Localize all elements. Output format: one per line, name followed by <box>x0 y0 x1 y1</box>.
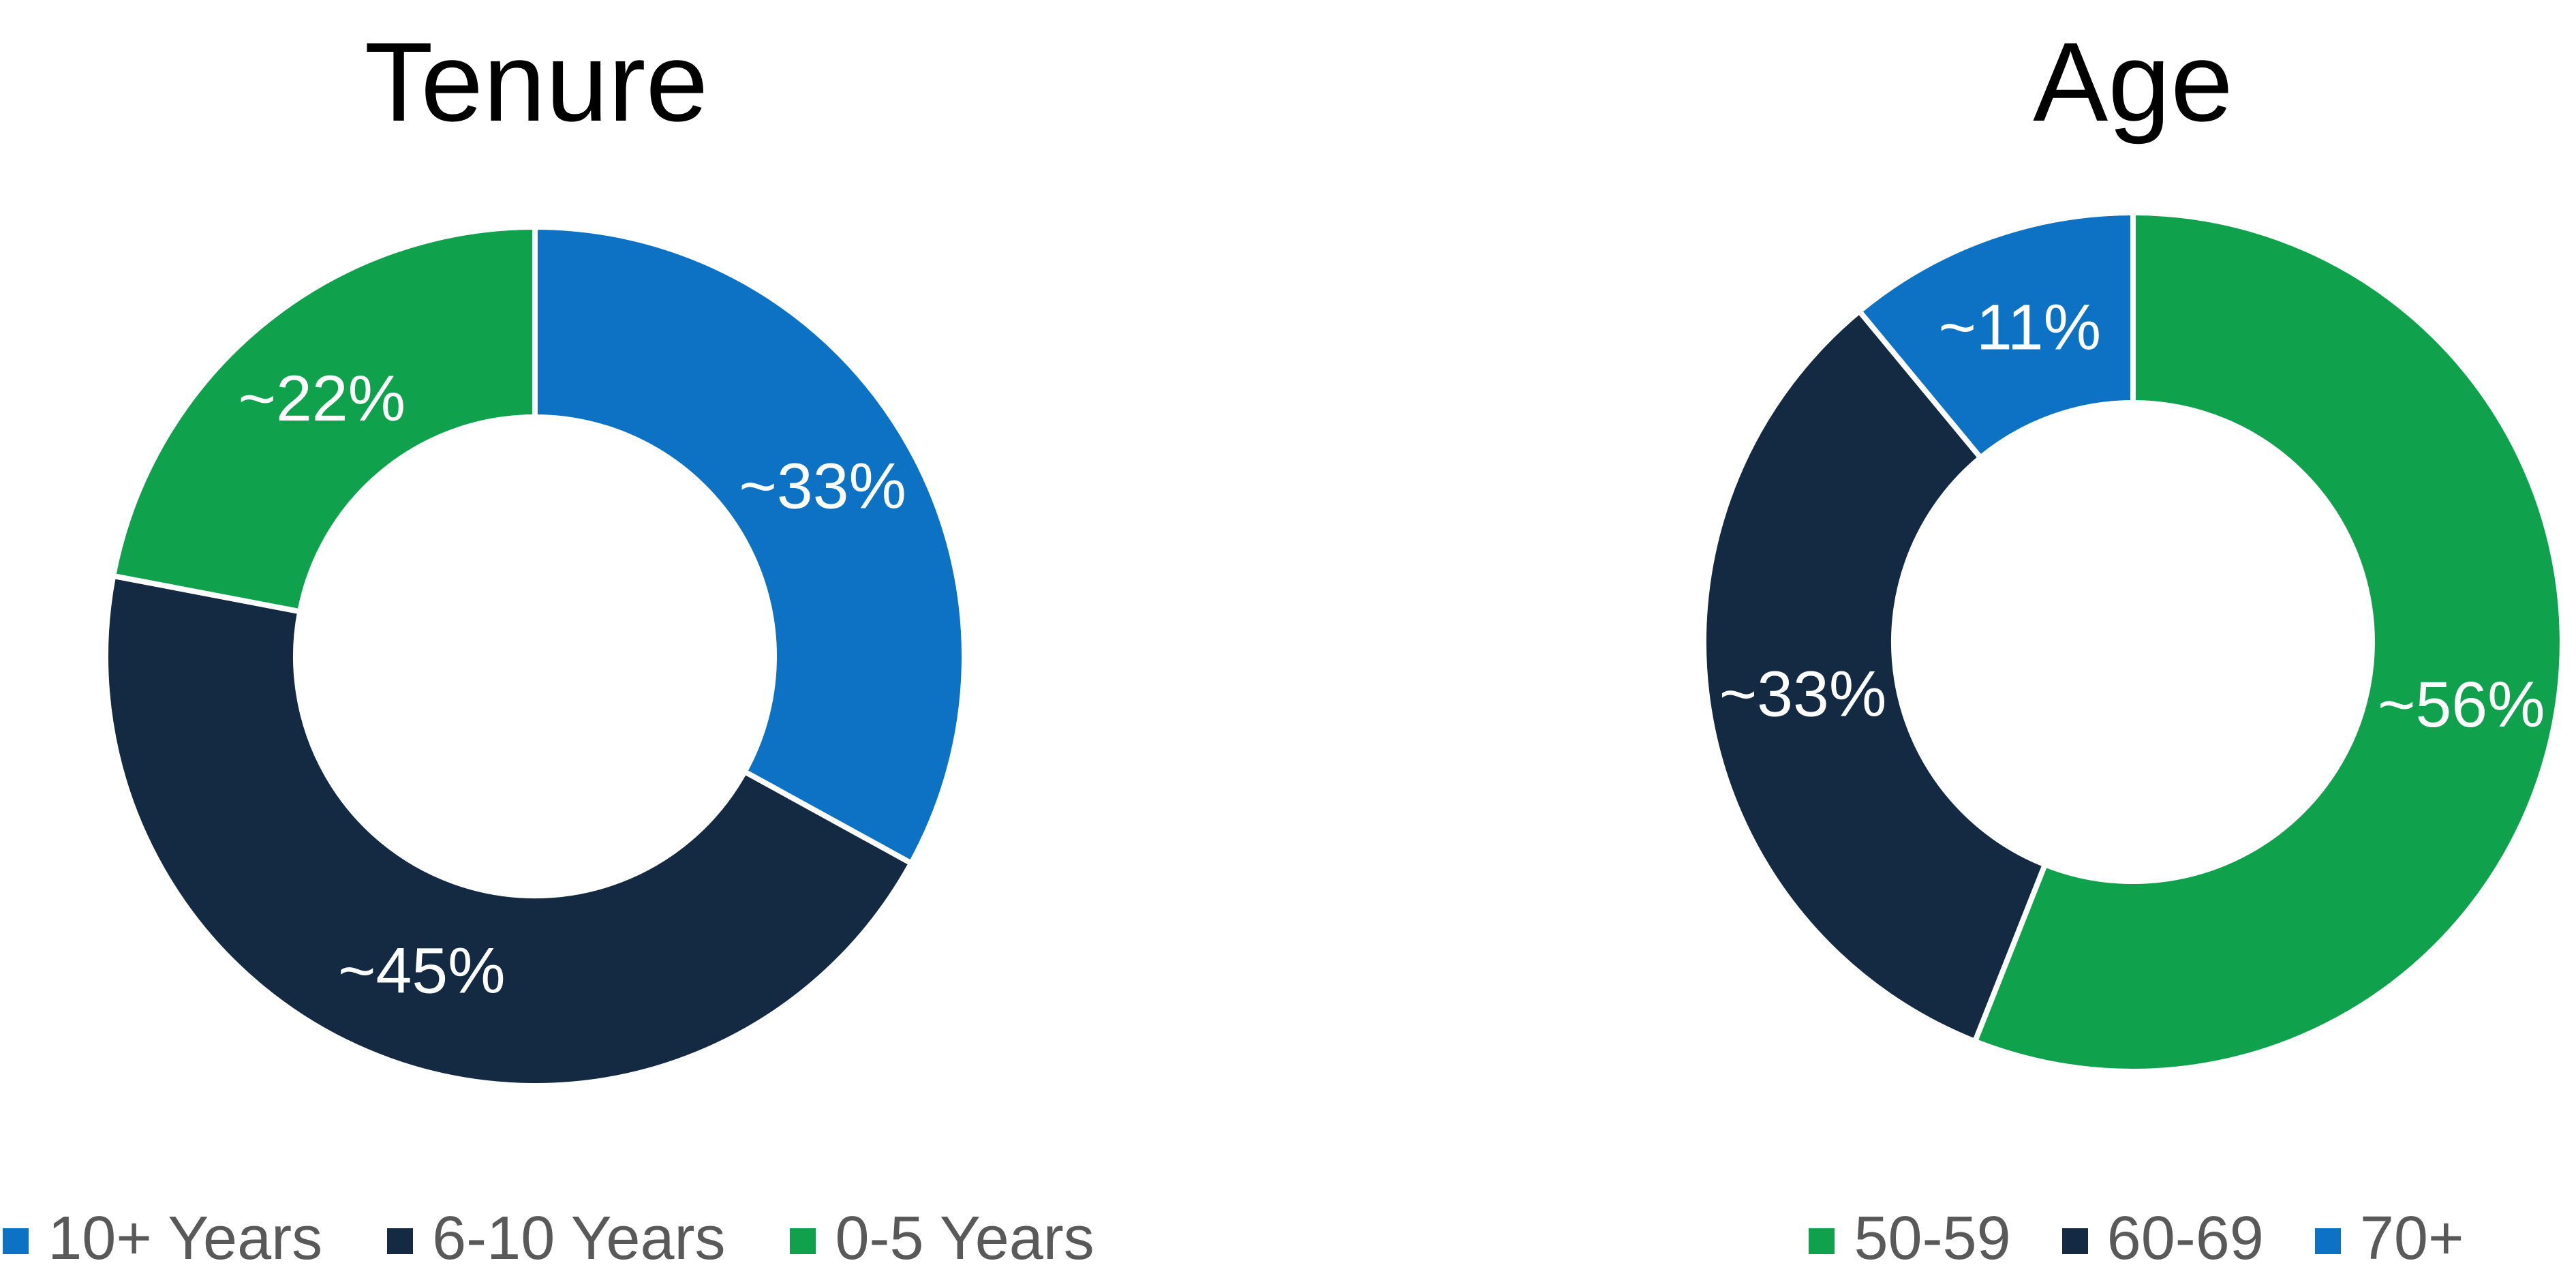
age-chart-title: Age <box>2033 19 2233 144</box>
data-label-6-10-years: ~45% <box>338 935 506 1007</box>
donut-slice-6-10-years <box>103 573 915 1089</box>
donut-slice-10-years <box>532 224 967 866</box>
legend-item-6-10-years: 6-10 Years <box>387 1204 725 1274</box>
legend-swatch-10-years <box>3 1228 29 1254</box>
donut-slice-60-69 <box>1701 308 2048 1044</box>
legend-label-6-10-years: 6-10 Years <box>432 1204 726 1273</box>
legend-item-70: 70+ <box>2314 1204 2464 1274</box>
legend-label-70: 70+ <box>2359 1204 2464 1273</box>
data-label-10-years: ~33% <box>739 450 906 522</box>
donut-slice-70 <box>1856 210 2136 461</box>
tenure-chart-title: Tenure <box>364 19 709 144</box>
legend-swatch-0-5-years <box>790 1228 816 1254</box>
legend-item-10-years: 10+ Years <box>3 1204 322 1274</box>
legend-swatch-70 <box>2314 1228 2341 1254</box>
data-label-70: ~11% <box>1939 292 2102 364</box>
legend-label-50-59: 50-59 <box>1854 1204 2011 1273</box>
legend-item-0-5-years: 0-5 Years <box>790 1204 1094 1274</box>
legend-label-60-69: 60-69 <box>2106 1204 2264 1273</box>
data-label-50-59: ~56% <box>2378 669 2545 741</box>
legend-swatch-6-10-years <box>387 1228 414 1254</box>
age-donut: ~56% ~33% ~11% <box>1701 210 2565 1074</box>
data-label-0-5-years: ~22% <box>238 363 405 435</box>
legend-swatch-50-59 <box>1809 1228 1835 1254</box>
legend-item-60-69: 60-69 <box>2061 1204 2264 1274</box>
donut-slice-0-5-years <box>110 224 538 615</box>
legend-swatch-60-69 <box>2061 1228 2088 1254</box>
legend-label-10-years: 10+ Years <box>48 1204 323 1273</box>
legend-item-50-59: 50-59 <box>1809 1204 2011 1274</box>
age-legend: 50-59 60-69 70+ <box>1601 1201 2576 1276</box>
data-label-60-69: ~33% <box>1719 658 1887 731</box>
tenure-legend: 10+ Years 6-10 Years 0-5 Years <box>0 1201 1097 1276</box>
donut-slice-50-59 <box>1972 210 2565 1074</box>
tenure-donut: ~33% ~45% ~22% <box>103 224 967 1089</box>
legend-label-0-5-years: 0-5 Years <box>835 1204 1094 1273</box>
